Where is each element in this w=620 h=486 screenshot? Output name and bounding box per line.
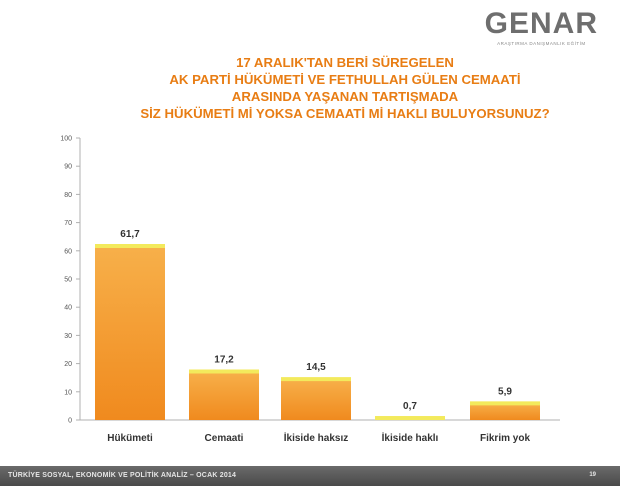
bar-cap [189,369,259,374]
bar-cap [95,244,165,249]
y-tick-label: 20 [64,361,72,368]
bar [189,371,259,420]
y-tick-label: 40 [64,305,72,312]
y-tick-label: 0 [68,418,72,425]
data-label: 17,2 [214,354,234,365]
data-label: 5,9 [498,386,512,397]
data-label: 0,7 [403,401,417,412]
y-tick-label: 70 [64,220,72,227]
chart-title: 17 ARALIK'TAN BERİ SÜREGELEN AK PARTİ HÜ… [110,54,580,122]
y-tick-label: 100 [60,136,72,143]
data-label: 61,7 [120,229,140,240]
title-line-1: 17 ARALIK'TAN BERİ SÜREGELEN [236,55,454,70]
bar-cap [470,401,540,406]
bar [95,246,165,420]
data-label: 14,5 [306,362,326,373]
bar [470,403,540,420]
title-line-2: AK PARTİ HÜKÜMETİ VE FETHULLAH GÜLEN CEM… [169,72,521,87]
y-tick-label: 60 [64,248,72,255]
logo-tagline: ARAŞTIRMA DANIŞMANLIK EĞİTİM [497,41,586,46]
category-label: İkiside haklı [382,431,439,444]
bars [95,244,540,421]
title-line-3: ARASINDA YAŞANAN TARTIŞMADA [231,89,459,104]
y-tick-label: 80 [64,192,72,199]
y-tick-label: 90 [64,164,72,171]
category-label: Cemaati [205,433,244,444]
page-number: 19 [589,472,596,478]
bar-cap [281,377,351,382]
bar-cap [375,416,445,421]
y-tick-label: 50 [64,277,72,284]
title-line-4: SİZ HÜKÜMETİ Mİ YOKSA CEMAATİ Mİ HAKLI B… [140,106,550,121]
labels: 61,7 Hükümeti 17,2 Cemaati 14,5 İkiside haksı… [107,229,530,444]
bar [281,379,351,420]
category-label: Fikrim yok [480,433,530,444]
logo-word: GENAR [484,7,598,40]
category-label: İkiside haksız [284,431,348,444]
footer-bar: TÜRKİYE SOSYAL, EKONOMİK VE POLİTİK ANAL… [0,466,620,486]
genar-logo: GENAR ARAŞTIRMA DANIŞMANLIK EĞİTİM [484,7,598,47]
y-tick-label: 30 [64,333,72,340]
y-tick-label: 10 [64,389,72,396]
bar-chart: 0 10 20 30 40 50 60 70 80 90 100 61,7 Hükümeti 17,2 C… [60,136,560,444]
footer-text: TÜRKİYE SOSYAL, EKONOMİK VE POLİTİK ANAL… [8,472,237,479]
category-label: Hükümeti [107,433,153,444]
